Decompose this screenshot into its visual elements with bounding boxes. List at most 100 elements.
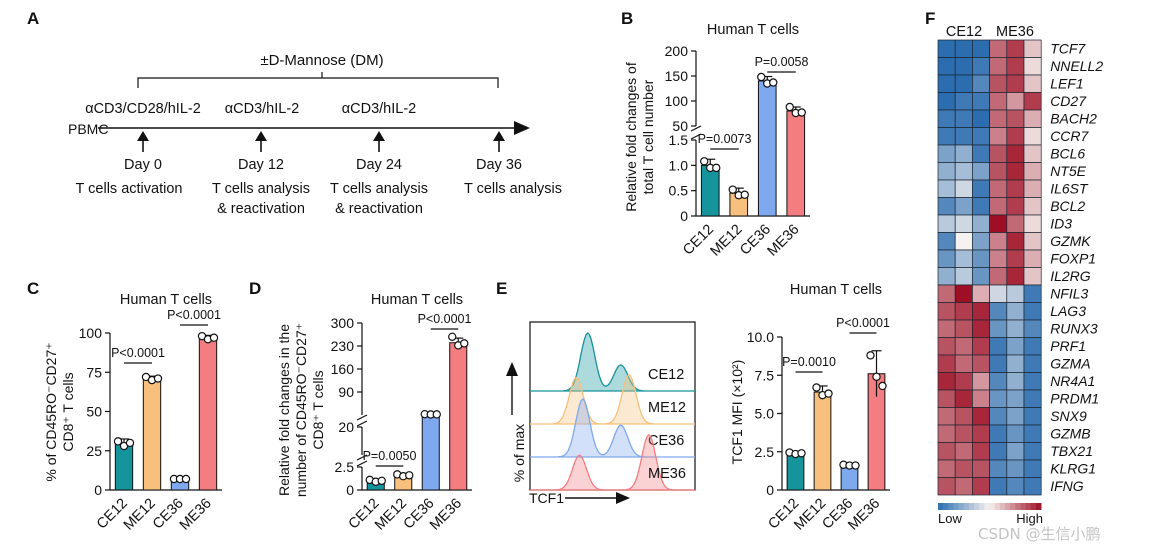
- axis-break: [356, 460, 368, 467]
- heatmap-cell: [1006, 442, 1025, 461]
- heatmap-cell: [1023, 109, 1042, 128]
- p-value-label: P=0.0050: [363, 449, 417, 463]
- heatmap-cell: [954, 74, 973, 93]
- heatmap-cell: [954, 302, 973, 321]
- histogram-ME12: [530, 373, 695, 425]
- heatmap-cell: [972, 407, 990, 426]
- heatmap-cell: [1023, 459, 1042, 478]
- data-point: [797, 108, 806, 117]
- chart-title: Human T cells: [707, 22, 799, 38]
- heatmap-cell: [954, 162, 973, 181]
- treatment-bracket: [137, 72, 499, 88]
- heatmap-cell: [972, 267, 990, 286]
- day-description: & reactivation: [335, 201, 423, 217]
- data-point: [153, 374, 163, 383]
- y-tick-label: 230: [331, 338, 355, 354]
- gene-label: IFNG: [1050, 478, 1084, 494]
- legend-high-label: High: [1016, 511, 1043, 526]
- bar-ME12: [813, 391, 832, 491]
- y-axis-label: CD8⁺ T cells: [310, 370, 326, 449]
- heatmap-cell: [1023, 337, 1042, 356]
- heatmap-cell: [937, 354, 956, 373]
- stim-label: αCD3/CD28/hIL-2: [85, 101, 201, 117]
- y-axis-label: CD8⁺ T cells: [60, 372, 76, 451]
- gene-label: GZMA: [1050, 356, 1090, 372]
- bar-ME36: [198, 337, 218, 491]
- heatmap-cell: [989, 214, 1008, 233]
- heatmap-cell: [954, 424, 973, 443]
- heatmap-cell: [1006, 284, 1025, 303]
- heatmap-cell: [1023, 267, 1042, 286]
- heatmap-cell: [1006, 39, 1025, 58]
- x-tick-label: ME36: [845, 496, 883, 534]
- axis-break: [690, 133, 702, 140]
- heatmap-cell: [954, 459, 973, 478]
- gene-label: GZMB: [1050, 426, 1090, 442]
- data-point: [866, 351, 875, 360]
- data-point: [769, 78, 778, 87]
- heatmap-cell: [937, 214, 956, 233]
- y-tick-label: 10.0: [747, 329, 774, 345]
- day-description: & reactivation: [217, 201, 305, 217]
- heatmap-cell: [989, 267, 1008, 286]
- heatmap-cell: [1006, 74, 1025, 93]
- heatmap-cell: [972, 232, 990, 251]
- x-tick-label: ME36: [427, 496, 465, 534]
- day-label: Day 36: [476, 157, 522, 173]
- legend-swatch: [1015, 503, 1021, 510]
- heatmap-cell: [1023, 197, 1042, 216]
- legend-swatch: [1020, 503, 1027, 510]
- histogram-label: CE36: [648, 433, 684, 449]
- heatmap-cell: [937, 337, 956, 356]
- gene-label: BACH2: [1050, 111, 1097, 127]
- heatmap-cell: [1023, 214, 1042, 233]
- day-marker-arrow: [137, 131, 149, 141]
- data-point: [785, 102, 794, 112]
- heatmap-cell: [937, 127, 956, 146]
- heatmap-cell: [1006, 127, 1025, 146]
- gene-label: RUNX3: [1050, 321, 1098, 337]
- data-point: [797, 449, 806, 458]
- p-value-label: P<0.0001: [111, 346, 165, 360]
- heatmap-cell: [1023, 232, 1042, 251]
- data-point: [712, 163, 721, 173]
- data-point: [878, 381, 887, 391]
- y-tick-label: 1.5: [669, 132, 689, 148]
- legend-swatch: [989, 503, 996, 510]
- gene-label: TCF7: [1050, 41, 1086, 57]
- legend-swatch: [938, 503, 944, 510]
- histogram-CE36: [530, 398, 695, 458]
- heatmap-cell: [1006, 337, 1025, 356]
- heatmap-cell: [1006, 267, 1025, 286]
- gene-label: NNELL2: [1050, 58, 1103, 74]
- gene-label: NT5E: [1050, 163, 1086, 179]
- panel-letter-C: C: [27, 279, 39, 298]
- heatmap-cell: [937, 39, 956, 58]
- gene-label: CD27: [1050, 93, 1087, 109]
- heatmap-cell: [972, 214, 990, 233]
- axis-break: [356, 414, 368, 421]
- heatmap-cell: [937, 197, 956, 216]
- heatmap-cell: [954, 39, 973, 58]
- heatmap-cell: [937, 407, 956, 426]
- heatmap-group-label: CE12: [946, 24, 982, 40]
- y-tick-label: 75: [86, 364, 102, 380]
- chart-title: Human T cells: [371, 292, 463, 308]
- panel-letter-D: D: [249, 279, 261, 298]
- y-tick-label: 90: [338, 384, 354, 400]
- data-point: [757, 72, 766, 82]
- y-tick-label: 50: [86, 404, 102, 420]
- heatmap-cell: [1006, 477, 1025, 496]
- legend-swatch: [953, 503, 960, 510]
- heatmap-cell: [989, 424, 1008, 443]
- legend-swatch: [999, 503, 1006, 510]
- heatmap-cell: [972, 337, 990, 356]
- heatmap-cell: [1006, 57, 1025, 76]
- heatmap-cell: [1023, 442, 1042, 461]
- treatment-label: ±D-Mannose (DM): [260, 52, 383, 69]
- heatmap-cell: [972, 319, 990, 338]
- bar-ME12: [142, 378, 162, 491]
- legend-swatch: [1004, 503, 1011, 510]
- heatmap-cell: [937, 442, 956, 461]
- legend-swatch: [943, 503, 949, 510]
